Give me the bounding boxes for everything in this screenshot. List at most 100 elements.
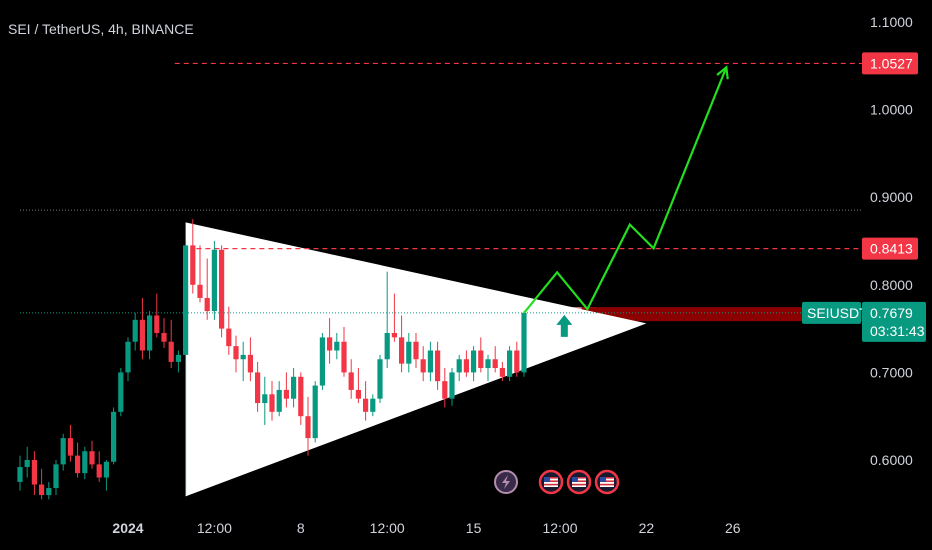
flag-stripe (572, 483, 586, 486)
candle (435, 341, 441, 390)
candle (197, 245, 203, 303)
candle (226, 306, 232, 355)
candle-body (521, 312, 527, 373)
candle (427, 341, 433, 382)
candle-body (355, 389, 361, 399)
candle-body (233, 346, 239, 360)
candle-body (262, 394, 268, 404)
time-tick-label: 26 (725, 520, 741, 536)
time-tick-label: 15 (466, 520, 482, 536)
candle (103, 460, 109, 491)
candle-body (175, 354, 181, 362)
candle (125, 337, 131, 382)
candle-body (67, 438, 73, 456)
candle-body (319, 337, 325, 386)
candle-body (341, 341, 347, 373)
lightning-bolt (502, 475, 510, 489)
candle-body (247, 354, 253, 373)
candle (53, 460, 59, 496)
us-flag-icon[interactable] (566, 469, 592, 495)
flag-stripe (600, 480, 614, 482)
candle (17, 455, 23, 491)
candle (399, 315, 405, 373)
flag-stripe (600, 483, 614, 486)
us-flag-icon[interactable] (594, 469, 620, 495)
flag-stripe (544, 480, 558, 482)
candle-body (139, 319, 145, 351)
candle-body (384, 332, 390, 360)
candle (391, 293, 397, 342)
candle (67, 424, 73, 462)
price-tick-label: 1.0000 (870, 102, 913, 118)
bar-countdown: 03:31:43 (870, 323, 925, 339)
candle-body (427, 350, 433, 373)
candle-body (89, 451, 95, 465)
candle (471, 346, 477, 382)
us-flag-icon[interactable] (538, 469, 564, 495)
flag-stripe (572, 480, 586, 482)
candle (406, 332, 412, 373)
time-tick-label: 8 (297, 520, 305, 536)
candle-body (103, 461, 109, 478)
target-price-tag: 1.0527 (870, 55, 913, 71)
candle (283, 372, 289, 408)
candle (456, 354, 462, 382)
candle (319, 332, 325, 390)
candle-body (291, 376, 297, 399)
candle (327, 318, 333, 364)
candle-body (190, 245, 196, 285)
candle-body (39, 484, 45, 496)
candle (183, 241, 189, 496)
candle (147, 311, 153, 360)
candle-body (514, 350, 520, 373)
candle (204, 258, 210, 320)
price-tick-label: 0.8000 (870, 277, 913, 293)
current-price-tag-bg (862, 301, 926, 342)
candle (175, 350, 181, 373)
time-tick-label: 22 (639, 520, 655, 536)
chart-title: SEI / TetherUS, 4h, BINANCE (8, 21, 194, 37)
candle (413, 332, 419, 369)
candle (60, 433, 66, 471)
candle-body (168, 341, 174, 362)
candle (485, 354, 491, 382)
flag-canton (544, 477, 550, 482)
time-tick-label: 12:00 (542, 520, 577, 536)
candle-body (24, 460, 30, 468)
candle-body (75, 455, 81, 474)
candle (449, 368, 455, 406)
candle (492, 346, 498, 373)
price-tick-label: 0.9000 (870, 189, 913, 205)
candle (219, 245, 225, 338)
candle (96, 451, 102, 482)
candle-body (305, 416, 311, 439)
candle-body (31, 460, 37, 485)
candle-body (226, 328, 232, 347)
candle (363, 381, 369, 421)
candle (377, 354, 383, 404)
candle-body (478, 350, 484, 369)
candle-body (420, 359, 426, 373)
lightning-icon[interactable] (494, 470, 518, 494)
candle (312, 381, 318, 443)
candle-body (435, 350, 441, 382)
candle-body (60, 438, 66, 465)
candle-body (348, 372, 354, 390)
flag-canton (600, 477, 606, 482)
candle (370, 394, 376, 417)
candle-body (377, 359, 383, 399)
candle (247, 337, 253, 382)
candle (190, 219, 196, 294)
resistance-price-tag-bg (862, 237, 918, 260)
candle-body (471, 350, 477, 373)
price-tick-label: 0.7000 (870, 364, 913, 380)
candle-body (111, 411, 117, 462)
candle (161, 318, 167, 348)
flag-stripe (544, 477, 558, 479)
candle-body (82, 451, 88, 474)
candle (442, 368, 448, 408)
candle-body (183, 245, 189, 355)
candle (420, 346, 426, 382)
candle-body (413, 341, 419, 360)
candle-body (255, 372, 261, 404)
